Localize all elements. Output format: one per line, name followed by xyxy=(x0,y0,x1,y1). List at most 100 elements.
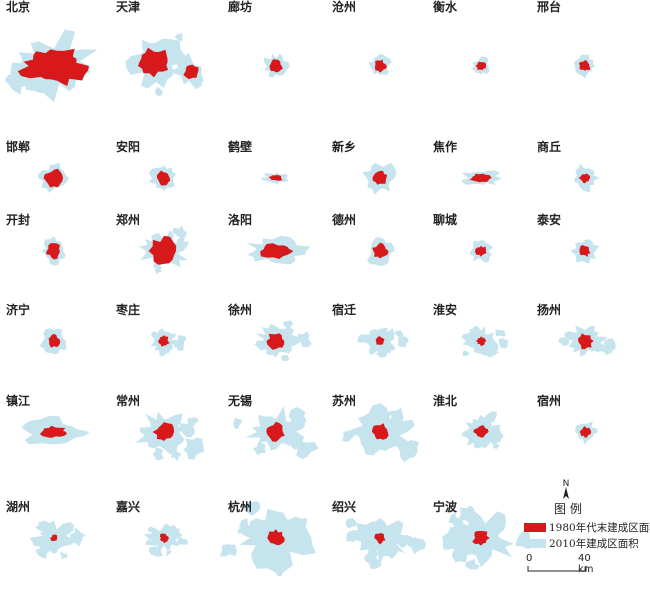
legend-title: 图 例 xyxy=(554,502,582,516)
city-map xyxy=(261,172,288,184)
city-label: 安阳 xyxy=(116,140,141,154)
urban-2010-area xyxy=(166,525,178,537)
city-panel: 廊坊 xyxy=(222,0,330,98)
city-panel: 镇江 xyxy=(0,394,108,492)
city-label: 北京 xyxy=(6,0,31,14)
city-label: 鹤壁 xyxy=(228,140,253,154)
urban-1980-area xyxy=(469,173,492,183)
urban-2010-area xyxy=(273,564,287,577)
city-label: 邢台 xyxy=(537,0,562,14)
city-label: 天津 xyxy=(116,0,141,14)
city-label: 开封 xyxy=(6,213,31,227)
urban-2010-area xyxy=(288,412,306,432)
city-map xyxy=(148,165,177,191)
city-map xyxy=(461,411,504,450)
urban-1980-area xyxy=(266,421,285,442)
urban-2010-area xyxy=(448,512,459,524)
urban-1980-area xyxy=(50,534,58,542)
urban-2010-area xyxy=(603,338,616,351)
urban-2010-area xyxy=(178,337,185,347)
urban-2010-area xyxy=(179,423,195,438)
urban-2010-area xyxy=(458,505,475,524)
city-label: 衡水 xyxy=(433,0,458,14)
urban-1980-area xyxy=(374,533,386,545)
city-panel: 淮安 xyxy=(427,303,535,401)
legend-label-1980: 1980年代末建成区面积 xyxy=(549,521,650,534)
city-label: 廊坊 xyxy=(228,0,253,14)
city-map xyxy=(41,236,66,266)
city-panel: 绍兴 xyxy=(326,500,434,598)
urban-2010-area xyxy=(346,529,359,543)
city-map xyxy=(471,56,490,75)
city-label: 常州 xyxy=(116,394,141,408)
urban-2010-area xyxy=(70,533,83,547)
city-panel: 邯郸 xyxy=(0,140,108,238)
urban-1980-area xyxy=(43,168,64,188)
city-map xyxy=(219,500,316,577)
urban-2010-area xyxy=(35,521,46,532)
city-label: 宿迁 xyxy=(332,303,357,317)
city-label: 杭州 xyxy=(228,500,253,514)
city-panel: 徐州 xyxy=(222,303,330,401)
city-map xyxy=(461,170,501,186)
city-panel: 聊城 xyxy=(427,213,535,311)
city-map xyxy=(469,240,494,263)
urban-1980-area xyxy=(183,64,199,80)
urban-2010-area xyxy=(233,417,242,429)
city-map xyxy=(138,225,190,275)
urban-2010-area xyxy=(467,326,477,338)
urban-2010-area xyxy=(490,426,501,436)
urban-2010-area xyxy=(442,526,465,549)
city-map xyxy=(37,162,70,193)
urban-1980-area xyxy=(579,426,592,438)
urban-2010-area xyxy=(389,407,404,427)
city-panel: 邢台 xyxy=(531,0,639,98)
city-map xyxy=(149,328,186,357)
north-arrow-icon: N xyxy=(563,479,569,499)
urban-2010-area xyxy=(382,545,398,559)
city-panel: 安阳 xyxy=(110,140,218,238)
city-label: 宿州 xyxy=(537,394,562,408)
city-panel: 郑州 xyxy=(110,213,218,311)
urban-2010-area xyxy=(174,33,183,41)
urban-1980-area xyxy=(17,48,90,87)
urban-1980-area xyxy=(372,242,389,259)
urban-1980-area xyxy=(475,336,487,347)
urban-2010-area xyxy=(242,500,261,516)
urban-1980-area xyxy=(260,243,294,259)
city-panel: 鹤壁 xyxy=(222,140,330,238)
city-label: 无锡 xyxy=(228,394,253,408)
city-map xyxy=(574,163,600,193)
urban-2010-area xyxy=(252,442,266,456)
urban-2010-area xyxy=(371,328,380,337)
urban-1980-area xyxy=(138,47,169,78)
city-label: 泰安 xyxy=(537,213,562,227)
city-panel: 宿迁 xyxy=(326,303,434,401)
city-label: 淮北 xyxy=(433,394,458,408)
city-label: 徐州 xyxy=(228,303,253,317)
urban-2010-area xyxy=(485,411,497,423)
city-map xyxy=(573,54,596,79)
urban-2010-area xyxy=(489,433,501,445)
city-label: 焦作 xyxy=(433,140,458,154)
legend-item-1980: 1980年代末建成区面积 xyxy=(524,521,650,534)
city-panel: 无锡 xyxy=(222,394,330,492)
urban-2010-area xyxy=(397,336,409,348)
urban-2010-area xyxy=(280,354,290,361)
legend-swatch-2010 xyxy=(524,538,546,548)
city-map xyxy=(21,416,90,445)
urban-2010-area xyxy=(395,532,408,549)
urban-2010-area xyxy=(49,544,59,554)
city-label: 商丘 xyxy=(537,140,562,154)
urban-1980-area xyxy=(39,425,67,438)
urban-1980-area xyxy=(578,60,591,71)
urban-2010-area xyxy=(357,334,369,343)
city-map xyxy=(4,29,98,103)
urban-1980-area xyxy=(578,333,594,350)
urban-1980-area xyxy=(372,170,388,185)
city-label: 沧州 xyxy=(332,0,357,14)
city-map xyxy=(144,523,189,558)
city-map xyxy=(263,53,290,78)
legend-item-2010: 2010年建成区面积 xyxy=(524,537,639,550)
